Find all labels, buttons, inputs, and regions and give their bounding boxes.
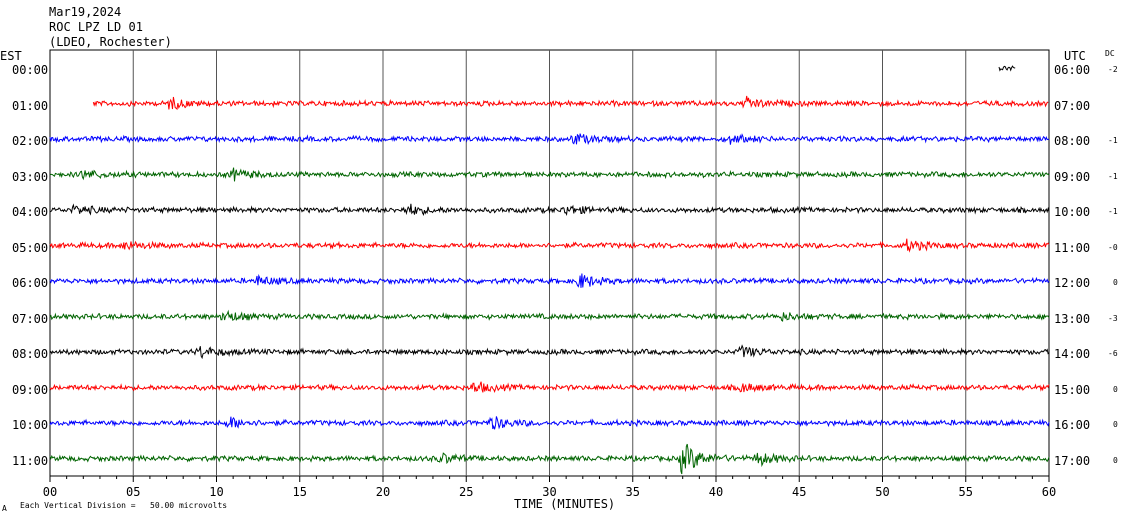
x-tick-label: 30 [542,485,556,499]
trace-row-0400 [49,203,1050,216]
est-time-label: 09:00 [12,382,49,397]
est-time-label: 00:00 [12,63,49,77]
x-tick-label: 45 [792,485,806,499]
station-label: ROC LPZ LD 01 [49,20,143,34]
utc-time-label: 11:00 [1054,240,1091,255]
dc-offset-label: -0 [1108,242,1118,252]
dc-offset-label: 0 [1113,384,1118,394]
dc-offset-label: 0 [1113,420,1118,429]
x-tick-label: 10 [209,485,223,499]
utc-zone-label: UTC [1064,49,1086,63]
date-label: Mar19,2024 [49,5,122,19]
utc-time-label: 16:00 [1054,418,1091,432]
utc-time-label: 14:00 [1054,347,1091,361]
est-time-label: 11:00 [12,453,49,468]
est-time-label: 10:00 [12,418,49,432]
utc-time-label: 09:00 [1054,169,1091,184]
x-tick-label: 20 [376,485,390,499]
dc-offset-label: 0 [1113,278,1118,287]
trace-row-0700 [49,309,1050,322]
utc-time-label: 10:00 [1054,205,1091,219]
x-tick-label: 60 [1042,485,1056,499]
x-axis-title: TIME (MINUTES) [514,497,616,511]
x-tick-label: 25 [459,485,473,499]
utc-time-label: 13:00 [1054,311,1091,326]
x-tick-label: 15 [293,485,307,499]
trace-row-1000 [49,416,1050,430]
est-time-label: 06:00 [12,276,49,290]
x-tick-label: 05 [126,485,140,499]
est-time-label: 01:00 [12,98,49,113]
network-label: (LDEO, Rochester) [49,35,172,49]
dc-offset-label: -6 [1108,349,1118,358]
utc-time-label: 17:00 [1054,453,1091,468]
dc-offset-label: -3 [1108,313,1118,323]
dc-header-label: DC [1105,49,1115,58]
trace-row-0900 [49,381,1050,394]
est-time-label: 08:00 [12,347,49,361]
x-tick-label: 50 [875,485,889,499]
dc-offset-label: -1 [1108,171,1118,181]
dc-offset-label: 0 [1113,455,1118,465]
trace-row-0100 [92,95,1049,111]
trace-row-0200 [49,133,1050,146]
est-time-label: 03:00 [12,169,49,184]
x-tick-label: 00 [43,485,57,499]
corner-mark: A [2,504,7,513]
dc-offset-label: -1 [1108,136,1118,145]
est-time-label: 07:00 [12,311,49,326]
trace-row-0600 [49,273,1050,288]
trace-row-0300 [49,167,1050,182]
scale-note: Each Vertical Division = 50.00 microvolt… [20,501,228,510]
utc-time-label: 12:00 [1054,276,1091,290]
trace-row-0000 [998,65,1016,72]
trace-row-0800 [49,344,1050,360]
est-time-label: 02:00 [12,134,49,148]
dc-offset-label: -1 [1108,207,1118,216]
x-tick-label: 55 [959,485,973,499]
dc-offset-label: -2 [1108,65,1118,74]
utc-time-label: 08:00 [1054,134,1091,148]
utc-time-label: 06:00 [1054,63,1091,77]
utc-time-label: 15:00 [1054,382,1091,397]
trace-row-0500 [49,238,1050,253]
est-zone-label: EST [0,49,22,63]
trace-row-1100 [49,443,1050,475]
x-tick-label: 35 [626,485,640,499]
x-tick-label: 40 [709,485,723,499]
est-time-label: 04:00 [12,205,49,219]
utc-time-label: 07:00 [1054,98,1091,113]
est-time-label: 05:00 [12,240,49,255]
